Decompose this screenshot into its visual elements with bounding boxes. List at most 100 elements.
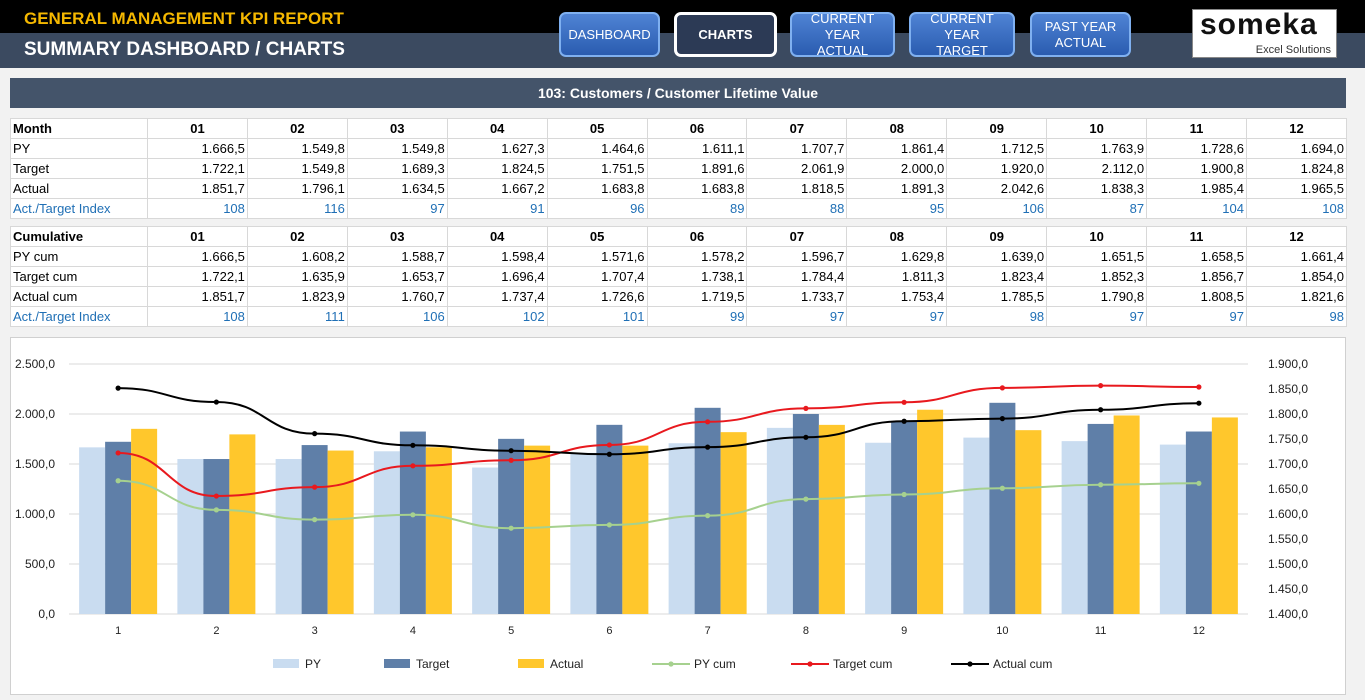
month-header-cell[interactable]: 11 xyxy=(1146,226,1247,247)
value-cell[interactable]: 1.598,4 xyxy=(446,246,548,267)
value-cell[interactable]: 1.823,9 xyxy=(246,286,348,307)
value-cell[interactable]: 1.666,5 xyxy=(147,138,248,159)
value-cell[interactable]: 1.629,8 xyxy=(846,246,948,267)
value-cell[interactable]: 1.683,8 xyxy=(646,178,748,199)
value-cell[interactable]: 1.821,6 xyxy=(1245,286,1348,307)
value-cell[interactable]: 106 xyxy=(346,306,448,327)
value-cell[interactable]: 1.824,8 xyxy=(1245,158,1348,179)
value-cell[interactable]: 108 xyxy=(147,198,248,219)
someka-logo[interactable]: someka Excel Solutions xyxy=(1192,8,1337,58)
value-cell[interactable]: 1.728,6 xyxy=(1146,138,1247,159)
value-cell[interactable]: 1.707,7 xyxy=(746,138,848,159)
value-cell[interactable]: 97 xyxy=(1046,306,1148,327)
month-header-cell[interactable]: 11 xyxy=(1146,118,1247,139)
value-cell[interactable]: 87 xyxy=(1046,198,1148,219)
month-header-cell[interactable]: 09 xyxy=(946,118,1048,139)
month-header-cell[interactable]: 04 xyxy=(446,226,548,247)
value-cell[interactable]: 1.726,6 xyxy=(546,286,648,307)
nav-current-year-target-button[interactable]: CURRENT YEAR TARGET xyxy=(909,11,1015,58)
value-cell[interactable]: 1.683,8 xyxy=(546,178,648,199)
value-cell[interactable]: 1.891,3 xyxy=(846,178,948,199)
value-cell[interactable]: 1.856,7 xyxy=(1146,266,1247,287)
value-cell[interactable]: 89 xyxy=(646,198,748,219)
value-cell[interactable]: 106 xyxy=(946,198,1048,219)
value-cell[interactable]: 96 xyxy=(546,198,648,219)
value-cell[interactable]: 1.796,1 xyxy=(246,178,348,199)
value-cell[interactable]: 1.851,7 xyxy=(147,286,248,307)
month-header-cell[interactable]: 10 xyxy=(1046,118,1148,139)
month-header-cell[interactable]: 02 xyxy=(246,118,348,139)
value-cell[interactable]: 1.639,0 xyxy=(946,246,1048,267)
value-cell[interactable]: 1.852,3 xyxy=(1046,266,1148,287)
value-cell[interactable]: 1.651,5 xyxy=(1046,246,1148,267)
value-cell[interactable]: 1.824,5 xyxy=(446,158,548,179)
value-cell[interactable]: 1.985,4 xyxy=(1146,178,1247,199)
value-cell[interactable]: 99 xyxy=(646,306,748,327)
value-cell[interactable]: 116 xyxy=(246,198,348,219)
value-cell[interactable]: 95 xyxy=(846,198,948,219)
month-header-cell[interactable]: 03 xyxy=(346,118,448,139)
month-header-cell[interactable]: 03 xyxy=(346,226,448,247)
value-cell[interactable]: 1.658,5 xyxy=(1146,246,1247,267)
month-header-cell[interactable]: 01 xyxy=(147,118,248,139)
value-cell[interactable]: 1.712,5 xyxy=(946,138,1048,159)
month-header-cell[interactable]: 06 xyxy=(646,226,748,247)
value-cell[interactable]: 101 xyxy=(546,306,648,327)
nav-past-year-actual-button[interactable]: PAST YEAR ACTUAL xyxy=(1030,12,1131,57)
month-header-cell[interactable]: 05 xyxy=(546,118,648,139)
value-cell[interactable]: 1.751,5 xyxy=(546,158,648,179)
row-label[interactable]: Target xyxy=(10,158,148,179)
value-cell[interactable]: 1.719,5 xyxy=(646,286,748,307)
month-header-cell[interactable]: 08 xyxy=(846,226,948,247)
value-cell[interactable]: 1.920,0 xyxy=(946,158,1048,179)
value-cell[interactable]: 1.722,1 xyxy=(147,158,248,179)
row-label[interactable]: Actual xyxy=(10,178,148,199)
nav-charts-button[interactable]: CHARTS xyxy=(674,12,777,57)
value-cell[interactable]: 1.753,4 xyxy=(846,286,948,307)
value-cell[interactable]: 1.818,5 xyxy=(746,178,848,199)
month-header-cell[interactable]: 08 xyxy=(846,118,948,139)
value-cell[interactable]: 111 xyxy=(246,306,348,327)
value-cell[interactable]: 1.760,7 xyxy=(346,286,448,307)
row-label[interactable]: Act./Target Index xyxy=(10,306,148,327)
value-cell[interactable]: 1.666,5 xyxy=(147,246,248,267)
value-cell[interactable]: 1.608,2 xyxy=(246,246,348,267)
value-cell[interactable]: 97 xyxy=(846,306,948,327)
value-cell[interactable]: 2.112,0 xyxy=(1046,158,1148,179)
value-cell[interactable]: 1.763,9 xyxy=(1046,138,1148,159)
month-header-cell[interactable]: 07 xyxy=(746,226,848,247)
value-cell[interactable]: 1.661,4 xyxy=(1245,246,1348,267)
value-cell[interactable]: 1.696,4 xyxy=(446,266,548,287)
month-header-cell[interactable]: 05 xyxy=(546,226,648,247)
value-cell[interactable]: 97 xyxy=(346,198,448,219)
row-label[interactable]: PY cum xyxy=(10,246,148,267)
value-cell[interactable]: 1.808,5 xyxy=(1146,286,1247,307)
value-cell[interactable]: 1.549,8 xyxy=(246,158,348,179)
value-cell[interactable]: 2.000,0 xyxy=(846,158,948,179)
month-header-cell[interactable]: 02 xyxy=(246,226,348,247)
value-cell[interactable]: 88 xyxy=(746,198,848,219)
value-cell[interactable]: 108 xyxy=(1245,198,1348,219)
value-cell[interactable]: 98 xyxy=(1245,306,1348,327)
row-label[interactable]: Target cum xyxy=(10,266,148,287)
nav-dashboard-button[interactable]: DASHBOARD xyxy=(559,12,660,57)
value-cell[interactable]: 1.627,3 xyxy=(446,138,548,159)
value-cell[interactable]: 1.851,7 xyxy=(147,178,248,199)
value-cell[interactable]: 2.042,6 xyxy=(946,178,1048,199)
month-header-cell[interactable]: 10 xyxy=(1046,226,1148,247)
value-cell[interactable]: 1.549,8 xyxy=(346,138,448,159)
value-cell[interactable]: 1.689,3 xyxy=(346,158,448,179)
value-cell[interactable]: 104 xyxy=(1146,198,1247,219)
value-cell[interactable]: 1.707,4 xyxy=(546,266,648,287)
month-header-cell[interactable]: 07 xyxy=(746,118,848,139)
value-cell[interactable]: 108 xyxy=(147,306,248,327)
value-cell[interactable]: 97 xyxy=(746,306,848,327)
value-cell[interactable]: 1.611,1 xyxy=(646,138,748,159)
value-cell[interactable]: 1.785,5 xyxy=(946,286,1048,307)
month-header-cell[interactable]: 09 xyxy=(946,226,1048,247)
value-cell[interactable]: 97 xyxy=(1146,306,1247,327)
month-header-cell[interactable]: 06 xyxy=(646,118,748,139)
value-cell[interactable]: 98 xyxy=(946,306,1048,327)
month-header-cell[interactable]: 12 xyxy=(1245,118,1348,139)
value-cell[interactable]: 1.738,1 xyxy=(646,266,748,287)
